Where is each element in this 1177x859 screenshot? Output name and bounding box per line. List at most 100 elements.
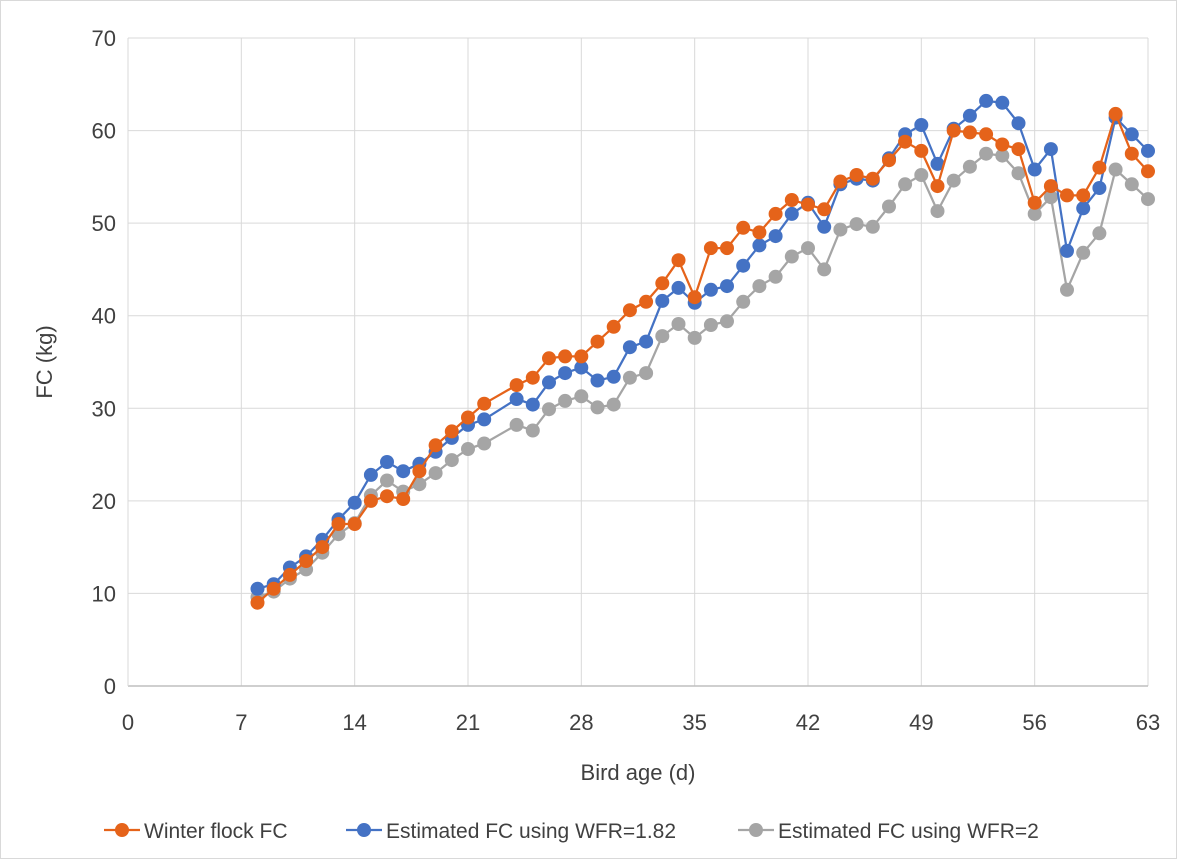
data-point: [914, 168, 929, 182]
y-tick-label: 50: [92, 211, 116, 236]
data-point: [622, 340, 637, 355]
legend: Winter flock FC Estimated FC using WFR=1.…: [104, 820, 1039, 843]
data-point: [784, 206, 799, 221]
data-point: [1124, 146, 1139, 161]
data-point: [752, 238, 767, 253]
legend-item: Winter flock FC: [104, 820, 288, 843]
data-point: [1141, 192, 1155, 207]
data-point: [946, 123, 961, 138]
data-point: [736, 258, 751, 273]
data-point: [1141, 164, 1155, 179]
data-point: [347, 517, 362, 531]
data-point: [1076, 188, 1091, 203]
data-point: [671, 253, 686, 268]
data-point: [849, 217, 864, 232]
data-point: [266, 581, 281, 596]
series-1: [250, 106, 1155, 610]
data-point: [509, 378, 524, 393]
data-point: [477, 412, 492, 427]
data-point: [736, 220, 751, 235]
data-point: [865, 171, 880, 186]
axes: [127, 38, 1148, 687]
data-point: [250, 581, 265, 596]
data-point: [833, 174, 848, 189]
data-point: [1027, 195, 1042, 210]
data-point: [542, 351, 556, 366]
data-point: [380, 473, 394, 488]
data-point: [995, 148, 1010, 163]
data-point: [1108, 106, 1123, 121]
data-point: [1011, 142, 1026, 157]
data-point: [1092, 226, 1107, 241]
series-lines: [250, 93, 1155, 610]
data-point: [946, 173, 961, 188]
data-point: [412, 464, 427, 479]
data-point: [1092, 181, 1107, 195]
x-tick-label: 42: [796, 710, 820, 735]
legend-marker: [357, 823, 371, 837]
data-point: [1060, 188, 1074, 203]
data-point: [720, 279, 734, 294]
data-point: [590, 334, 605, 349]
data-point: [962, 125, 977, 140]
y-axis-title: FC (kg): [32, 325, 57, 398]
data-point: [525, 370, 540, 385]
data-point: [347, 495, 362, 510]
legend-item: Estimated FC using WFR=1.82: [346, 820, 676, 843]
data-point: [428, 466, 443, 481]
data-point: [558, 366, 573, 381]
data-point: [282, 567, 297, 582]
data-point: [363, 493, 378, 508]
data-point: [995, 137, 1010, 152]
data-point: [315, 540, 330, 555]
x-tick-label: 21: [456, 710, 480, 735]
data-point: [590, 373, 605, 388]
data-point: [622, 370, 637, 385]
data-point: [882, 199, 896, 214]
data-point: [930, 204, 945, 219]
data-point: [1060, 243, 1074, 258]
data-point: [703, 282, 718, 297]
x-tick-label: 35: [682, 710, 706, 735]
x-tick-label: 0: [122, 710, 134, 735]
data-point: [380, 455, 394, 469]
data-point: [380, 489, 394, 504]
y-tick-label: 20: [92, 489, 116, 514]
data-point: [444, 424, 459, 439]
data-point: [671, 317, 686, 331]
data-point: [736, 294, 751, 309]
data-point: [461, 410, 475, 425]
data-point: [703, 241, 718, 256]
legend-label: Estimated FC using WFR=1.82: [386, 820, 676, 843]
data-point: [930, 179, 945, 194]
data-point: [930, 156, 945, 171]
data-point: [574, 389, 589, 404]
data-point: [606, 397, 621, 412]
data-point: [590, 400, 605, 415]
data-point: [995, 95, 1010, 110]
data-point: [752, 279, 767, 294]
data-point: [898, 134, 913, 149]
data-point: [639, 366, 654, 381]
data-point: [428, 438, 443, 453]
data-point: [703, 318, 718, 332]
x-tick-label: 14: [342, 710, 366, 735]
data-point: [962, 108, 977, 123]
data-point: [639, 294, 654, 309]
data-point: [1076, 245, 1091, 260]
data-point: [979, 127, 994, 142]
y-tick-label: 40: [92, 304, 116, 329]
x-axis-title: Bird age (d): [581, 760, 696, 785]
data-point: [606, 369, 621, 384]
data-point: [1060, 282, 1074, 297]
data-point: [606, 319, 621, 334]
data-point: [509, 392, 524, 406]
data-point: [817, 262, 832, 277]
data-point: [752, 225, 767, 240]
data-point: [801, 241, 815, 256]
x-tick-label: 49: [909, 710, 933, 735]
data-point: [768, 206, 783, 221]
